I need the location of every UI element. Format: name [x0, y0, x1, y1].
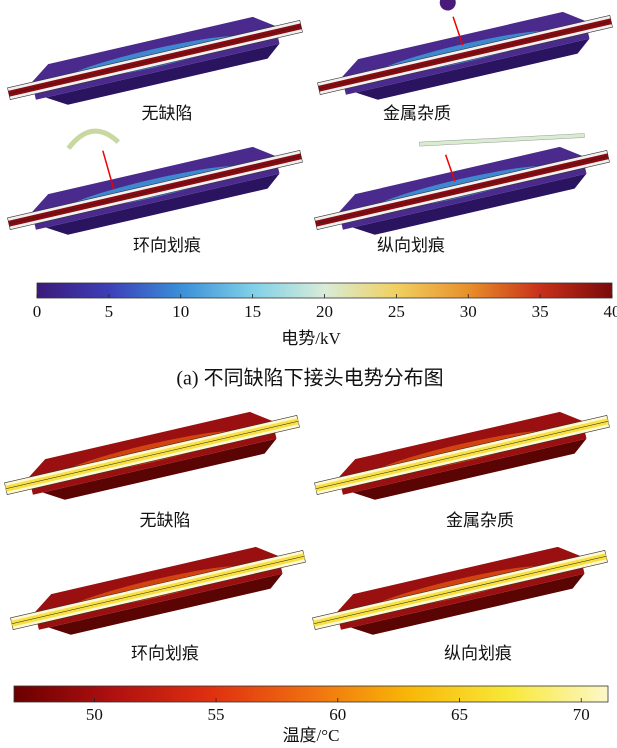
image-label: 环向划痕	[133, 236, 201, 255]
cable-model	[314, 133, 610, 235]
colorbar-label: 温度/°C	[283, 726, 340, 745]
tick-label: 55	[208, 705, 225, 724]
tick-label: 50	[86, 705, 103, 724]
cable-line	[318, 21, 612, 89]
joint-shadow	[42, 438, 277, 500]
cable-line	[11, 556, 305, 624]
joint-shadow	[48, 573, 283, 635]
tick-label: 10	[172, 302, 189, 321]
cable-line	[8, 156, 302, 224]
image-label: 纵向划痕	[444, 644, 512, 663]
scratch-ring	[66, 128, 120, 150]
image-label: 纵向划痕	[377, 236, 445, 255]
tick-label: 35	[532, 302, 549, 321]
cable-model	[7, 128, 303, 235]
joint-shadow	[352, 438, 587, 500]
tick-label: 30	[460, 302, 477, 321]
tick-label: 15	[244, 302, 261, 321]
tick-label: 65	[451, 705, 468, 724]
cable-model	[317, 0, 613, 100]
joint-shadow	[352, 173, 587, 235]
cable-line	[8, 26, 302, 94]
cable-line	[315, 156, 609, 224]
cable-model	[312, 546, 608, 635]
image-label: 无缺陷	[142, 104, 193, 123]
joint-shadow	[45, 43, 280, 105]
joint-shadow	[45, 173, 280, 235]
tick-label: 40	[604, 302, 617, 321]
colorbar	[13, 685, 609, 703]
image-label: 无缺陷	[140, 511, 191, 530]
cable-model	[4, 411, 300, 500]
tick-label: 60	[329, 705, 346, 724]
tick-label: 25	[388, 302, 405, 321]
arrow	[444, 154, 456, 182]
tick-label: 0	[33, 302, 42, 321]
joint-shadow	[350, 573, 585, 635]
tick-label: 20	[316, 302, 333, 321]
joint-shadow	[355, 38, 590, 100]
tick-label: 5	[105, 302, 114, 321]
cable-model	[314, 411, 610, 500]
image-label: 环向划痕	[131, 644, 199, 663]
cable-model	[10, 546, 306, 635]
image-label: 金属杂质	[383, 104, 451, 123]
arrow	[452, 16, 464, 46]
impurity	[439, 0, 456, 11]
caption: (a) 不同缺陷下接头电势分布图	[176, 367, 443, 390]
cable-line	[5, 421, 299, 489]
colorbar-label: 电势/kV	[281, 329, 341, 348]
arrow	[102, 150, 115, 190]
cable-line	[315, 421, 609, 489]
image-label: 金属杂质	[446, 511, 514, 530]
tick-label: 70	[573, 705, 590, 724]
scratch-bar	[419, 133, 585, 147]
cable-line	[313, 556, 607, 624]
cable-model	[7, 16, 303, 105]
